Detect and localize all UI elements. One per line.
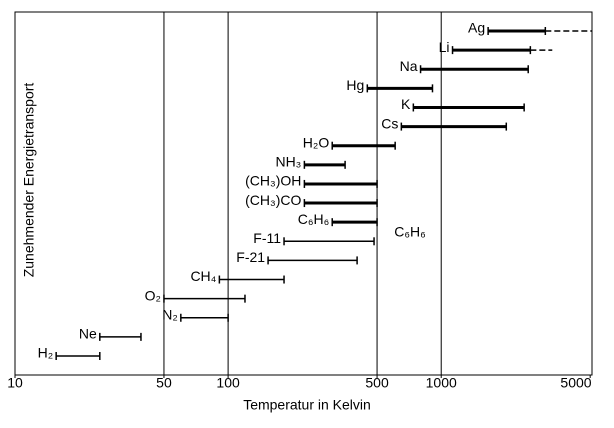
bar-label: H₂O bbox=[303, 134, 330, 150]
bar-label: N₂ bbox=[162, 306, 178, 322]
x-tick-label: 500 bbox=[365, 375, 389, 391]
bar-label: (CH₃)CO bbox=[245, 192, 301, 208]
y-axis-label: Zunehmender Energietransport bbox=[21, 83, 37, 278]
bar-label: (CH₃)OH bbox=[245, 173, 301, 189]
bar-label: H₂ bbox=[38, 345, 54, 361]
bar-label: Ag bbox=[468, 20, 485, 36]
bar-label: C₆H₆ bbox=[298, 211, 330, 227]
bar-label: Ne bbox=[79, 326, 97, 342]
bar-label: Cs bbox=[381, 115, 398, 131]
x-tick-label: 100 bbox=[216, 375, 240, 391]
x-tick-label: 10 bbox=[7, 375, 23, 391]
bar-label: F-11 bbox=[253, 230, 281, 246]
x-tick-label: 5000 bbox=[560, 375, 591, 391]
x-tick-label: 50 bbox=[156, 375, 172, 391]
bar-label: CH₄ bbox=[190, 268, 216, 284]
bar-label: Na bbox=[400, 58, 418, 74]
x-axis-label: Temperatur in Kelvin bbox=[243, 397, 371, 413]
annotation: C₆H₆ bbox=[394, 224, 426, 240]
bar-label: Hg bbox=[346, 77, 364, 93]
x-tick-label: 1000 bbox=[426, 375, 457, 391]
bar-label: F-21 bbox=[236, 249, 265, 265]
bar-label: O₂ bbox=[145, 287, 161, 303]
bar-label: NH₃ bbox=[275, 154, 301, 170]
bar-label: K bbox=[401, 96, 411, 112]
bar-label: Li bbox=[439, 39, 450, 55]
plot-frame bbox=[14, 11, 593, 376]
